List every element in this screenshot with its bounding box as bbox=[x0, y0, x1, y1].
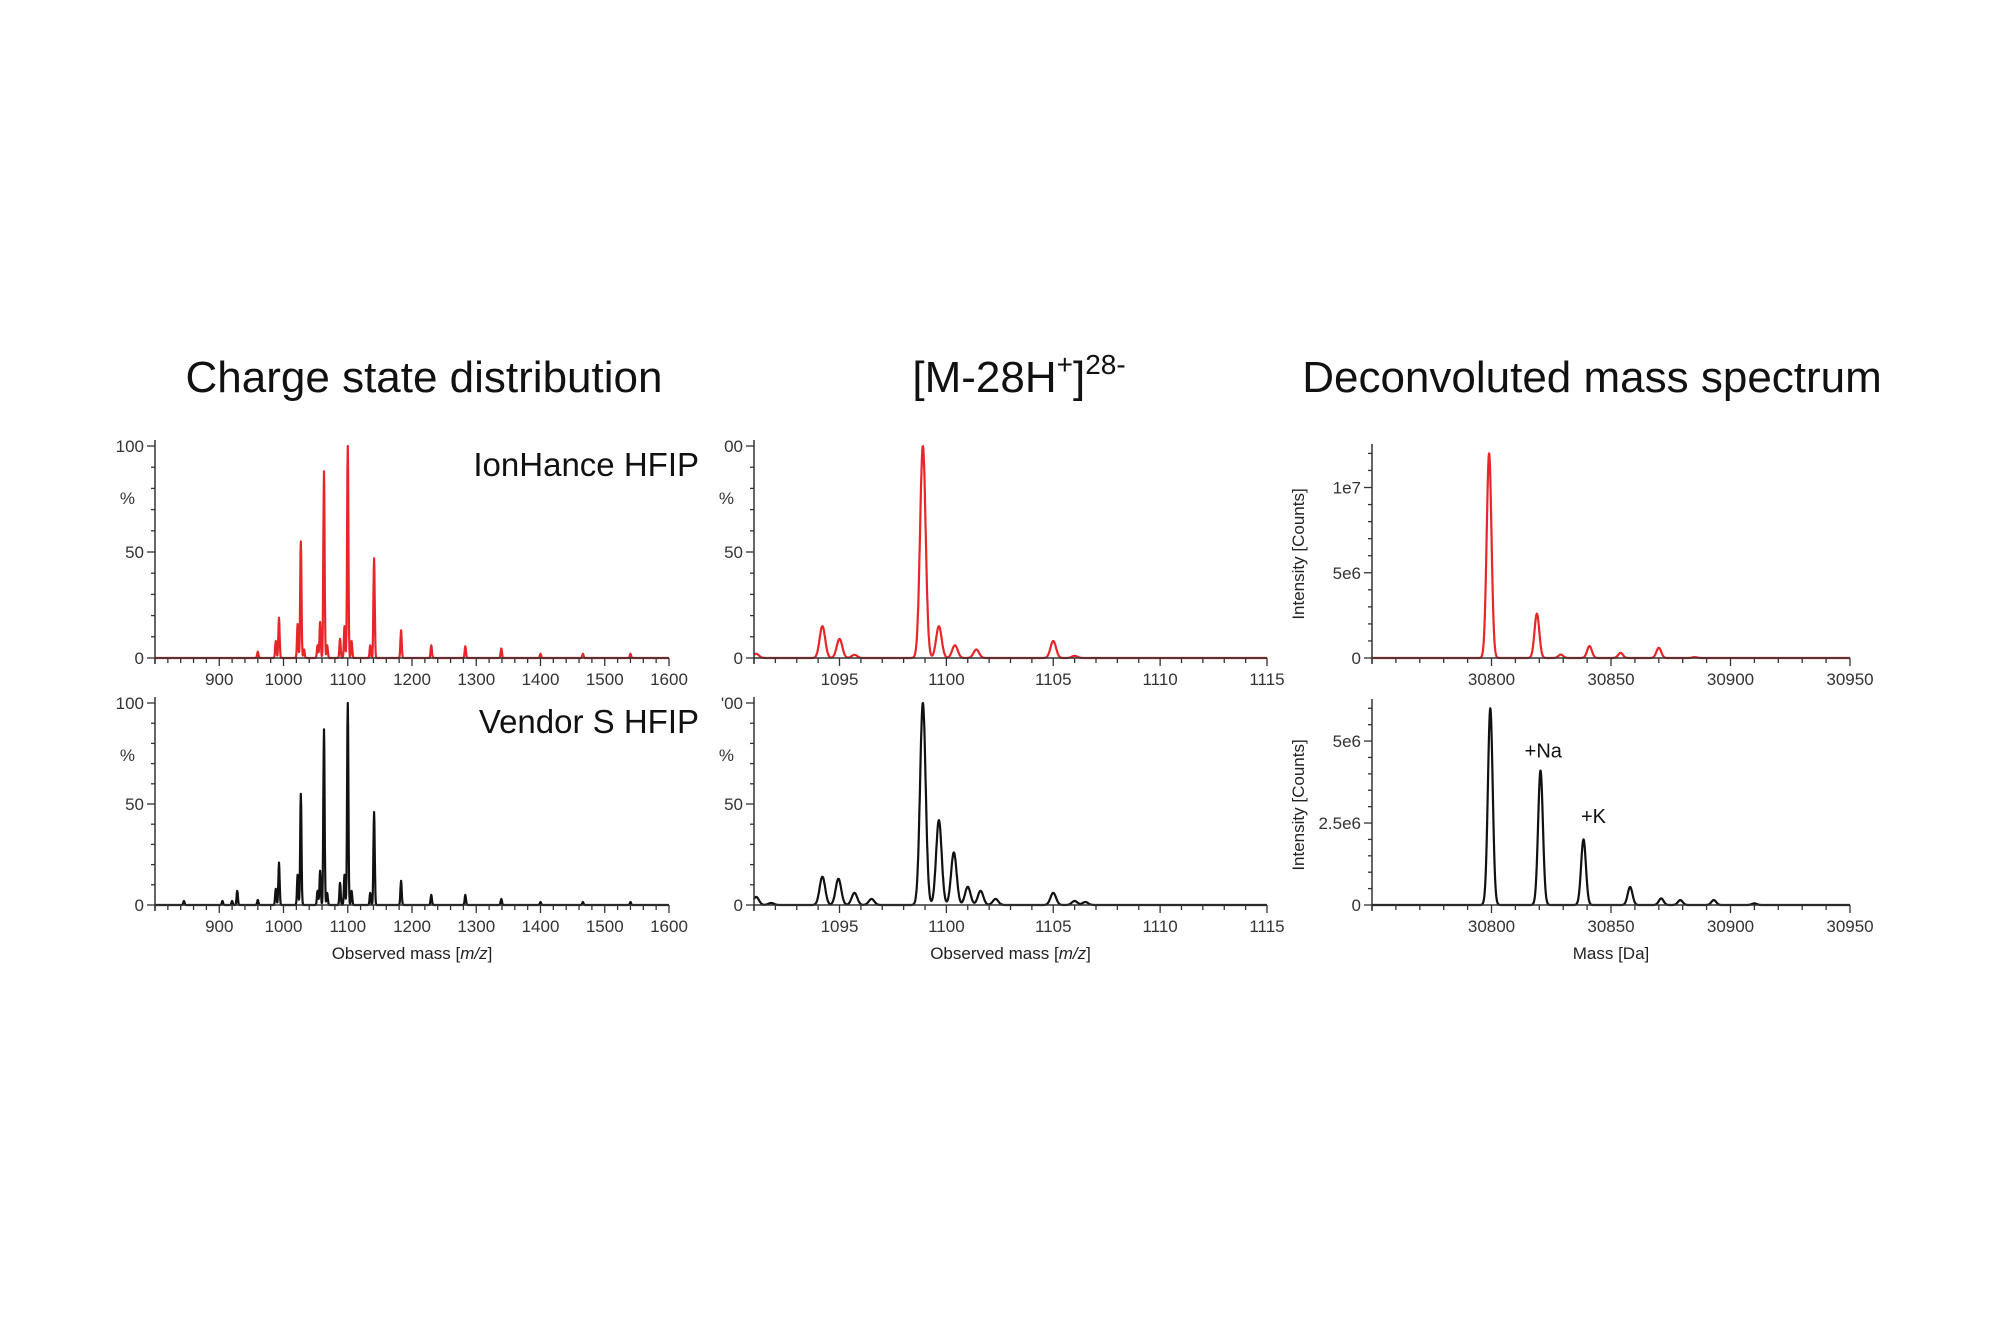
y-tick-label: 0 bbox=[1352, 896, 1361, 915]
x-tick-label: 1300 bbox=[457, 917, 495, 936]
y-tick-label: 0 bbox=[135, 896, 144, 915]
x-tick-label: 1105 bbox=[1035, 670, 1072, 689]
y-tick-label: 5e6 bbox=[1333, 564, 1361, 583]
y-tick-label: 0 bbox=[1352, 649, 1361, 668]
y-tick-label: 50 bbox=[125, 543, 144, 562]
x-tick-label: 1110 bbox=[1142, 917, 1177, 936]
x-tick-label: 30950 bbox=[1826, 670, 1873, 689]
y-tick-label: 0 bbox=[734, 896, 743, 915]
y-tick-label: 100 bbox=[116, 437, 144, 456]
x-tick-label: 1115 bbox=[1249, 670, 1284, 689]
x-axis-label: Mass [Da] bbox=[1573, 944, 1650, 963]
x-tick-label: 1115 bbox=[1249, 917, 1284, 936]
x-tick-label: 1000 bbox=[265, 670, 303, 689]
title-charge-28: [M-28H+]28- bbox=[912, 349, 1125, 402]
x-tick-label: 1100 bbox=[928, 917, 965, 936]
y-axis-label: % bbox=[120, 746, 135, 765]
x-tick-label: 1100 bbox=[329, 917, 366, 936]
peak-annotation: +Na bbox=[1525, 740, 1563, 762]
series-label: Vendor S HFIP bbox=[479, 703, 699, 740]
y-axis-label: % bbox=[719, 489, 734, 508]
y-axis-label: % bbox=[719, 746, 734, 765]
title-deconvoluted: Deconvoluted mass spectrum bbox=[1302, 353, 1882, 402]
x-tick-label: 1500 bbox=[586, 670, 624, 689]
x-axis-label: Observed mass [m/z] bbox=[930, 944, 1091, 963]
x-tick-label: 1400 bbox=[522, 917, 560, 936]
x-tick-label: 1105 bbox=[1035, 917, 1072, 936]
x-tick-label: 1500 bbox=[586, 917, 624, 936]
x-tick-label: 1600 bbox=[650, 670, 688, 689]
x-axis-label: Observed mass [m/z] bbox=[332, 944, 493, 963]
y-axis-label: Intensity [Counts] bbox=[1289, 739, 1308, 870]
y-tick-label: 50 bbox=[125, 795, 144, 814]
x-tick-label: 30800 bbox=[1468, 670, 1515, 689]
x-tick-label: 1200 bbox=[393, 670, 431, 689]
x-tick-label: 1095 bbox=[821, 670, 859, 689]
y-tick-label: '00 bbox=[721, 694, 743, 713]
x-tick-label: 1095 bbox=[821, 917, 859, 936]
x-tick-label: 1300 bbox=[457, 670, 495, 689]
x-tick-label: 1200 bbox=[393, 917, 431, 936]
x-tick-label: 30850 bbox=[1587, 917, 1634, 936]
x-tick-label: 30850 bbox=[1587, 670, 1634, 689]
y-tick-label: 100 bbox=[116, 694, 144, 713]
y-axis-label: % bbox=[120, 489, 135, 508]
x-tick-label: 30900 bbox=[1707, 670, 1754, 689]
y-tick-label: 2.5e6 bbox=[1318, 814, 1361, 833]
y-tick-label: 00 bbox=[724, 437, 743, 456]
panel-p1bot: 900 1000 1100 1200 1300 1400 1500 1600 0 50 100% Ob… bbox=[116, 694, 699, 963]
x-tick-label: 30800 bbox=[1468, 917, 1515, 936]
x-tick-label: 1400 bbox=[522, 670, 560, 689]
y-tick-label: 50 bbox=[724, 795, 743, 814]
y-tick-label: 0 bbox=[135, 649, 144, 668]
y-axis-label: Intensity [Counts] bbox=[1289, 488, 1308, 619]
x-tick-label: 1600 bbox=[650, 917, 688, 936]
panel-p2top: 1095 1100 1105 1110 1115 0 50 00% bbox=[719, 437, 1285, 689]
x-tick-label: 30950 bbox=[1826, 917, 1873, 936]
y-tick-label: 5e6 bbox=[1333, 732, 1361, 751]
x-tick-label: 900 bbox=[205, 670, 233, 689]
x-tick-label: 1100 bbox=[928, 670, 965, 689]
panel-p3bot: 30800 30850 30900 30950 0 2.5e6 5e6 Intensity [… bbox=[1289, 699, 1874, 963]
panel-p3top: 30800 30850 30900 30950 0 5e6 1e7 Intensity [Co… bbox=[1289, 444, 1874, 689]
x-tick-label: 900 bbox=[205, 917, 233, 936]
panel-p1top: 900 1000 1100 1200 1300 1400 1500 1600 0 50 100% Io… bbox=[116, 437, 699, 689]
x-tick-label: 1100 bbox=[329, 670, 366, 689]
x-tick-label: 30900 bbox=[1707, 917, 1754, 936]
x-tick-label: 1000 bbox=[265, 917, 303, 936]
y-tick-label: 1e7 bbox=[1333, 479, 1361, 498]
x-tick-label: 1110 bbox=[1142, 670, 1177, 689]
peak-annotation: +K bbox=[1581, 806, 1607, 828]
y-tick-label: 0 bbox=[734, 649, 743, 668]
panel-p2bot: 1095 1100 1105 1110 1115 0 50 '00% Observed mass… bbox=[719, 694, 1285, 963]
y-tick-label: 50 bbox=[724, 543, 743, 562]
title-charge-state: Charge state distribution bbox=[186, 353, 663, 402]
series-label: IonHance HFIP bbox=[473, 446, 699, 483]
